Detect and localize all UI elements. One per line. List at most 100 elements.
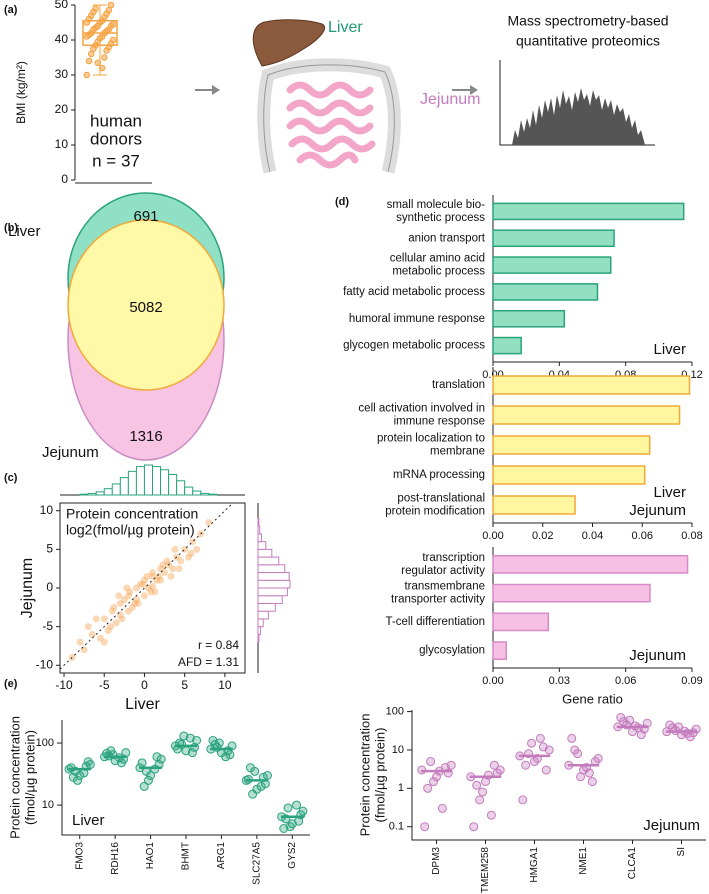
y-tick-label: 10 <box>42 799 54 811</box>
point <box>139 781 149 791</box>
bar <box>492 336 522 355</box>
point <box>279 823 289 833</box>
point <box>175 565 183 573</box>
hist-bar <box>257 533 262 543</box>
panel-tissue-label: Liver <box>653 341 686 358</box>
plot-title: Protein concentration <box>66 506 198 522</box>
point <box>665 720 675 730</box>
point <box>101 54 108 61</box>
category-label: transmembrane transporter activity <box>391 581 485 606</box>
bar <box>492 283 599 301</box>
point <box>100 615 108 623</box>
hist-bar <box>152 466 162 496</box>
y-tick-label: 5 <box>46 542 53 556</box>
point <box>541 765 551 775</box>
point <box>94 59 102 67</box>
point <box>118 615 126 623</box>
hist-bar <box>257 626 262 635</box>
x-axis-label: Liver <box>125 696 160 713</box>
bar <box>492 405 681 425</box>
venn-region <box>67 219 225 391</box>
bar <box>492 495 576 515</box>
point <box>98 64 106 72</box>
x-tick-label: SI <box>676 847 687 856</box>
y-tick-label: 10 <box>392 744 404 756</box>
bar <box>492 256 612 274</box>
venn-count: 691 <box>133 208 158 225</box>
x-tick-label: 0.00 <box>482 530 503 542</box>
x-tick-label: NME1 <box>578 847 589 875</box>
y-tick-label: 0 <box>61 172 68 186</box>
y-tick-label: 100 <box>36 737 54 749</box>
hist-bar <box>119 477 129 496</box>
hist-bar <box>127 470 137 496</box>
point <box>134 599 142 607</box>
y-tick-label: 30 <box>55 67 69 81</box>
panel-label: (a) <box>4 4 18 16</box>
point <box>88 630 96 638</box>
x-tick-label: 0.04 <box>582 530 603 542</box>
hist-bar <box>176 480 186 496</box>
x-tick-label: TMEM258 <box>480 847 491 894</box>
hist-bar <box>257 548 273 558</box>
point <box>107 623 115 631</box>
point <box>139 580 147 588</box>
bar <box>492 309 566 328</box>
point <box>143 775 153 785</box>
point <box>185 553 193 561</box>
annotation: n = 37 <box>92 151 140 170</box>
point <box>159 561 167 569</box>
point <box>68 772 78 782</box>
bar <box>492 641 508 660</box>
point <box>128 603 136 611</box>
category-label: mRNA processing <box>393 469 485 481</box>
point <box>152 752 162 762</box>
panel-label: (d) <box>335 196 349 208</box>
point <box>420 822 430 832</box>
point <box>143 572 151 580</box>
point <box>157 576 165 584</box>
hist-bar <box>87 492 97 496</box>
point <box>475 795 485 805</box>
y-tick-label: 50 <box>55 0 69 11</box>
point <box>149 582 156 590</box>
x-tick-label: CLCA1 <box>627 847 638 880</box>
x-tick-label: BHMT <box>181 842 192 870</box>
hist-bar <box>135 466 145 496</box>
colon-outline <box>263 64 395 173</box>
point <box>123 584 131 592</box>
category-label: small molecule bio-synthetic process <box>387 199 486 224</box>
point <box>185 733 195 743</box>
point <box>109 20 117 28</box>
hist-bar <box>200 492 210 496</box>
point <box>256 781 266 791</box>
category-label: fatty acid metabolic process <box>343 286 485 298</box>
y-tick-label: -5 <box>42 619 53 633</box>
point <box>124 592 132 600</box>
point <box>66 763 76 773</box>
bar <box>492 583 651 603</box>
y-tick-label: 0 <box>46 580 53 594</box>
point <box>576 772 586 782</box>
hist-bar <box>257 595 283 604</box>
x-tick-label: 10 <box>218 678 232 692</box>
point <box>110 603 118 611</box>
point <box>527 738 537 748</box>
point <box>187 549 195 557</box>
y-tick-label: 0.1 <box>389 821 404 833</box>
hist-bar <box>168 473 178 496</box>
x-tick-label: DPM3 <box>431 847 442 875</box>
point <box>469 822 479 832</box>
point <box>193 545 201 553</box>
x-tick-label: HAO1 <box>145 842 156 870</box>
y-tick-label: 10 <box>55 137 69 151</box>
ms-title: quantitative proteomics <box>516 33 660 49</box>
y-axis-label: Protein concentration(fmol/µg protein) <box>8 716 38 839</box>
category-label: cellular amino acid metabolic process <box>390 253 485 278</box>
x-tick-label: 0.00 <box>482 675 503 687</box>
panel-label: (e) <box>4 678 18 690</box>
liver-drawing <box>252 19 326 67</box>
hist-bar <box>257 556 280 566</box>
x-tick-label: 0 <box>141 678 148 692</box>
point <box>136 580 144 588</box>
